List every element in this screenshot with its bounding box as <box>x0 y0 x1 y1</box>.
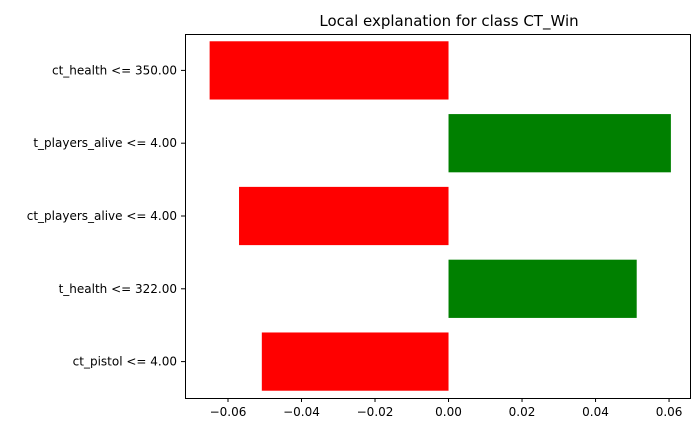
x-tick-label: 0.06 <box>656 405 683 419</box>
x-tick-label: −0.04 <box>283 405 320 419</box>
plot-frame <box>185 34 691 399</box>
chart-title: Local explanation for class CT_Win <box>319 12 578 31</box>
x-axis-ticks: −0.06 −0.04 −0.02 0.00 0.02 0.04 0.06 <box>210 398 683 419</box>
x-tick-label: 0.02 <box>509 405 536 419</box>
x-tick-label: −0.02 <box>357 405 394 419</box>
y-tick-label: t_players_alive <= 4.00 <box>33 136 177 150</box>
bar-2 <box>239 186 449 246</box>
bar-0 <box>209 41 449 100</box>
bars <box>209 41 671 391</box>
bar-3 <box>448 259 637 318</box>
y-tick-label: ct_pistol <= 4.00 <box>73 355 177 369</box>
y-axis-ticks: ct_health <= 350.00 t_players_alive <= 4.… <box>27 63 185 369</box>
bar-4 <box>261 332 449 391</box>
x-tick-label: 0.00 <box>435 405 462 419</box>
y-tick-label: ct_players_alive <= 4.00 <box>27 209 177 223</box>
x-tick-label: −0.06 <box>210 405 247 419</box>
y-tick-label: ct_health <= 350.00 <box>52 63 177 77</box>
bar-1 <box>448 114 671 173</box>
x-tick-label: 0.04 <box>582 405 609 419</box>
y-tick-label: t_health <= 322.00 <box>59 282 177 296</box>
